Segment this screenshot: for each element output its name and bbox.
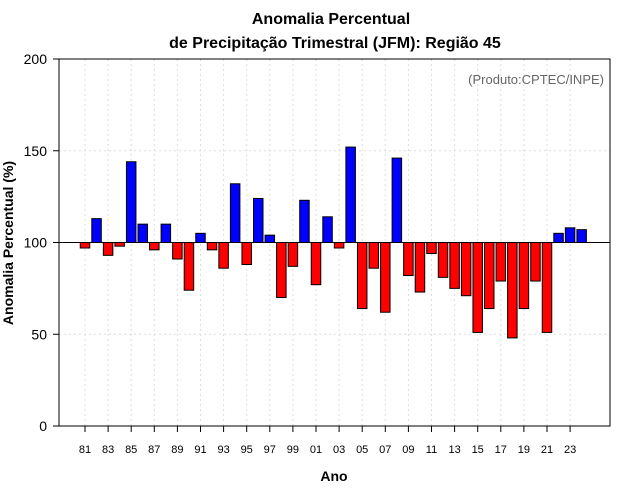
bar-19 — [518, 242, 530, 310]
x-tick-label: 83 — [102, 444, 114, 456]
x-tick-label: 05 — [356, 444, 368, 456]
x-tick-label: 93 — [217, 444, 229, 456]
bar-05 — [356, 242, 368, 310]
bar-09 — [403, 242, 414, 277]
bar-11 — [426, 242, 437, 255]
y-tick-label: 100 — [24, 235, 48, 251]
x-tick-label: 87 — [148, 444, 160, 456]
credit-text: (Produto:CPTEC/INPE) — [468, 72, 604, 87]
bar-24 — [576, 229, 587, 243]
bar-90 — [183, 242, 195, 291]
bar-95 — [241, 242, 252, 266]
bar-01 — [310, 242, 322, 286]
y-tick-label: 150 — [24, 143, 48, 159]
bar-22 — [553, 232, 564, 243]
y-tick-label: 0 — [39, 418, 47, 434]
y-tick-label: 50 — [31, 326, 47, 342]
bar-98 — [276, 242, 287, 299]
bar-87 — [149, 242, 160, 251]
bar-20 — [530, 242, 541, 282]
bar-10 — [414, 242, 426, 293]
bar-23 — [564, 227, 576, 244]
bar-93 — [218, 242, 229, 269]
y-tick-label: 200 — [24, 51, 48, 67]
bar-82 — [91, 218, 102, 244]
bar-17 — [495, 242, 507, 282]
bar-92 — [206, 242, 218, 251]
bar-94 — [229, 183, 241, 243]
bar-00 — [299, 199, 310, 243]
bar-88 — [160, 223, 172, 243]
bar-18 — [507, 242, 518, 339]
x-tick-label: 99 — [287, 444, 299, 456]
x-tick-label: 17 — [495, 444, 507, 456]
y-axis: 0 50 100 150 200 — [24, 51, 59, 434]
x-tick-label: 01 — [310, 444, 322, 456]
x-tick-label: 07 — [379, 444, 391, 456]
x-tick-label: 13 — [448, 444, 460, 456]
bar-08 — [391, 157, 403, 243]
bar-03 — [333, 242, 345, 249]
bar-07 — [380, 242, 391, 313]
bar-06 — [368, 242, 379, 269]
bar-02 — [322, 216, 333, 243]
bar-13 — [449, 242, 460, 289]
x-tick-label: 15 — [472, 444, 484, 456]
x-tick-label: 19 — [518, 444, 530, 456]
x-tick-label: 85 — [125, 444, 137, 456]
bar-16 — [484, 242, 495, 310]
bar-21 — [541, 242, 553, 333]
bar-14 — [460, 242, 472, 297]
x-axis: 81 83 85 87 89 91 93 95 97 99 01 03 05 07 09 11 13 15 17 19… — [79, 426, 576, 456]
x-tick-label: 11 — [426, 444, 437, 456]
bar-99 — [287, 242, 299, 267]
bar-15 — [472, 242, 483, 333]
bar-85 — [125, 161, 137, 243]
bar-96 — [253, 197, 264, 244]
bar-81 — [79, 242, 91, 249]
x-tick-label: 23 — [564, 444, 576, 456]
x-tick-label: 97 — [264, 444, 276, 456]
x-tick-label: 81 — [79, 444, 91, 456]
bar-97 — [264, 234, 276, 244]
bar-04 — [345, 146, 356, 243]
bar-89 — [172, 242, 183, 260]
bar-12 — [437, 242, 449, 278]
bar-layer — [79, 146, 587, 339]
bar-91 — [195, 232, 206, 243]
x-tick-label: 03 — [333, 444, 345, 456]
y-axis-label: Anomalia Percentual (%) — [0, 161, 16, 325]
bar-83 — [102, 242, 114, 256]
x-tick-label: 21 — [541, 444, 553, 456]
x-axis-label: Ano — [320, 468, 347, 484]
x-tick-label: 09 — [402, 444, 414, 456]
x-tick-label: 89 — [171, 444, 183, 456]
bar-84 — [114, 242, 125, 247]
chart-subtitle: de Precipitação Trimestral (JFM): Região… — [169, 35, 501, 52]
chart-title: Anomalia Percentual — [252, 11, 410, 28]
x-tick-label: 91 — [194, 444, 206, 456]
x-tick-label: 95 — [241, 444, 253, 456]
bar-86 — [137, 223, 148, 243]
